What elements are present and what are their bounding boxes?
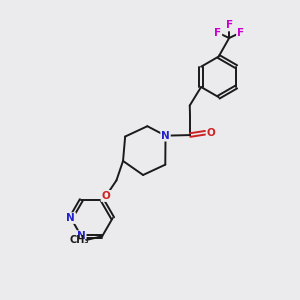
Text: N: N xyxy=(77,231,86,241)
Text: O: O xyxy=(102,191,110,201)
Text: F: F xyxy=(226,20,233,31)
Text: F: F xyxy=(214,28,221,38)
Text: F: F xyxy=(237,28,244,38)
Text: O: O xyxy=(206,128,215,138)
Text: N: N xyxy=(67,213,75,223)
Text: N: N xyxy=(161,131,170,141)
Text: CH₃: CH₃ xyxy=(69,235,89,245)
Text: O: O xyxy=(102,191,110,201)
